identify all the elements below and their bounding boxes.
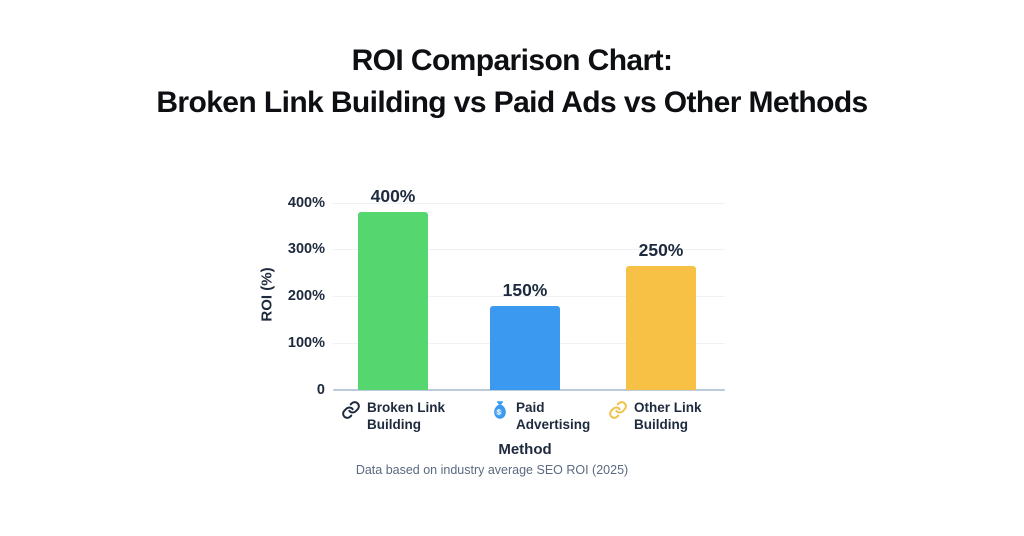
category-label-line: Broken Link bbox=[367, 400, 446, 415]
gridline bbox=[333, 296, 725, 298]
money-bag-icon: $ bbox=[494, 401, 506, 419]
category-broken-link-building: Broken Link Building bbox=[341, 399, 445, 433]
svg-text:$: $ bbox=[497, 409, 501, 417]
category-label-line: Advertising bbox=[516, 417, 591, 432]
category-label: Other Link Building bbox=[634, 399, 702, 433]
chain-link-icon bbox=[342, 401, 360, 419]
y-tick-label: 200% bbox=[287, 288, 325, 305]
category-other-link-building: Other Link Building bbox=[608, 399, 702, 433]
bar-other-link-building bbox=[626, 266, 696, 390]
category-label-line: Building bbox=[634, 417, 688, 432]
category-label-line: Paid bbox=[516, 400, 545, 415]
bar-value-label: 150% bbox=[502, 280, 548, 301]
gridline bbox=[333, 202, 725, 204]
y-tick-label: 100% bbox=[287, 335, 325, 352]
chart-title-line-1: ROI Comparison Chart: bbox=[351, 44, 673, 77]
y-tick-label: 0 bbox=[316, 382, 325, 398]
bar-broken-link-building bbox=[358, 211, 428, 390]
x-axis-title: Method bbox=[498, 441, 552, 458]
y-tick-label: 400% bbox=[287, 194, 325, 211]
chain-link-icon bbox=[609, 401, 627, 419]
category-label-line: Other Link bbox=[634, 400, 702, 415]
category-label: Broken Link Building bbox=[367, 399, 445, 433]
category-paid-advertising: $ Paid Advertising bbox=[490, 399, 590, 433]
bar-value-label: 400% bbox=[370, 185, 416, 206]
x-axis-line bbox=[333, 389, 725, 391]
bar-value-label: 250% bbox=[638, 240, 684, 261]
chart-title-line-2: Broken Link Building vs Paid Ads vs Othe… bbox=[156, 86, 868, 119]
bar-paid-advertising bbox=[490, 306, 560, 390]
category-label: Paid Advertising bbox=[516, 399, 590, 433]
gridline bbox=[333, 249, 725, 251]
y-tick-label: 300% bbox=[287, 241, 325, 258]
chart-caption: Data based on industry average SEO ROI (… bbox=[355, 463, 629, 477]
category-label-line: Building bbox=[367, 417, 421, 432]
